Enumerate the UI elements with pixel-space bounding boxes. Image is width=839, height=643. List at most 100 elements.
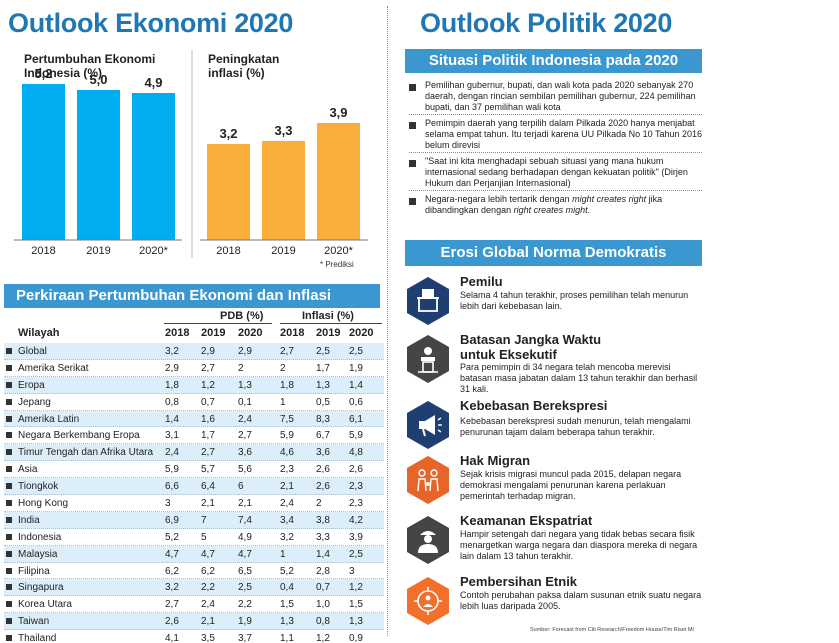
table-row: Eropa 1,8 1,2 1,3 1,8 1,3 1,4 [4,376,384,394]
table-cell: 1,6 [201,413,215,425]
table-cell: 2 [238,362,244,374]
table-cell: 2 [316,498,322,510]
table-row: Malaysia 4,7 4,7 4,7 1 1,4 2,5 [4,545,384,563]
table-cell: 1,2 [349,582,363,594]
table-cell: 3,5 [201,633,215,643]
growth-value-label: 4,9 [144,75,162,90]
table-cell: 2,3 [280,464,294,476]
table-cell: 2,7 [201,362,215,374]
table-cell: 6,4 [201,481,215,493]
table-cell: 2,7 [238,430,252,442]
col-header-inf-2018: 2018 [280,327,305,339]
pdb-group-line [164,323,272,324]
inflation-group-line [280,323,382,324]
table-cell: 1,9 [349,362,363,374]
row-bullet [6,635,12,642]
region-name: Tiongkok [18,481,59,493]
table-cell: 2,1 [201,498,215,510]
table-cell: 0,5 [316,396,330,408]
table-body: Global 3,2 2,9 2,9 2,7 2,5 2,5 Amerika Serikat 2… [4,343,384,643]
table-cell: 0,7 [316,582,330,594]
bullet-square [409,198,416,205]
row-bullet [6,415,12,422]
table-cell: 1,7 [316,362,330,374]
situation-banner: Situasi Politik Indonesia pada 2020 [405,49,702,73]
inflation-category-label: 2018 [216,245,240,257]
region-name: Malaysia [18,548,58,560]
table-cell: 1,8 [165,379,179,391]
region-name: Timur Tengah dan Afrika Utara [18,447,154,459]
table-cell: 6,7 [316,430,330,442]
table-cell: 2,2 [201,582,215,594]
table-row: Asia 5,9 5,7 5,6 2,3 2,6 2,6 [4,461,384,479]
table-cell: 2,6 [316,464,330,476]
row-bullet [6,516,12,523]
inflation-group-header: Inflasi (%) [302,310,354,322]
separator [409,152,702,153]
region-name: India [18,514,40,526]
growth-bar [22,84,65,240]
inflation-category-label: 2019 [271,245,295,257]
growth-value-label: 5,0 [89,72,107,87]
table-row: Jepang 0,8 0,7 0,1 1 0,5 0,6 [4,394,384,411]
table-cell: 3,1 [165,430,179,442]
erosion-item-migrant: Hak Migran Sejak krisis migrasi muncul p… [406,453,706,515]
row-bullet [6,584,12,591]
erosion-item-election: Pemilu Selama 4 tahun terakhir, proses p… [406,274,706,336]
region-name: Eropa [18,379,45,391]
politics-title: Outlook Politik 2020 [420,8,673,38]
table-cell: 5,6 [238,464,252,476]
erosion-item-expatriate: Keamanan Ekspatriat Hampir setengah dari… [406,513,706,575]
table-cell: 1,3 [316,379,330,391]
table-cell: 6,9 [165,514,179,526]
table-cell: 0,8 [316,616,330,628]
inflation-bar [262,141,305,240]
table-cell: 2,6 [165,616,179,628]
col-header-pdb-2020: 2020 [238,327,263,339]
table-row: Hong Kong 3 2,1 2,1 2,4 2 2,3 [4,495,384,512]
table-cell: 2,5 [316,346,330,357]
table-cell: 1,0 [316,599,330,611]
table-cell: 3,2 [280,531,294,543]
col-header-inf-2020: 2020 [349,327,374,339]
inflation-category-label: 2020* [324,245,353,257]
row-bullet [6,483,12,490]
table-cell: 4,8 [349,447,363,459]
table-cell: 2,9 [165,362,179,374]
row-bullet [6,398,12,405]
table-cell: 7 [201,514,207,526]
table-cell: 2,1 [201,616,215,628]
table-row: Amerika Latin 1,4 1,6 2,4 7,5 8,3 6,1 [4,410,384,428]
podium-speaker-icon [407,335,449,383]
table-cell: 4,9 [238,531,252,543]
col-header-pdb-2018: 2018 [165,327,190,339]
table-cell: 2,1 [238,498,252,510]
table-cell: 4,1 [165,633,179,643]
table-row: Negara Berkembang Eropa 3,1 1,7 2,7 5,9 6,7 5,… [4,427,384,445]
table-cell: 1,4 [349,379,363,391]
table-row: Filipina 6,2 6,2 6,5 5,2 2,8 3 [4,563,384,580]
region-name: Hong Kong [18,498,69,510]
table-cell: 7,5 [280,413,294,425]
table-cell: 3,6 [316,447,330,459]
table-cell: 1,3 [238,379,252,391]
region-name: Amerika Latin [18,413,80,425]
table-cell: 3,6 [238,447,252,459]
column-divider [387,6,388,636]
region-name: Asia [18,464,38,476]
pdb-group-header: PDB (%) [220,310,264,322]
situation-item: Pemilihan gubernur, bupati, dan wali kot… [409,80,705,113]
table-cell: 2,1 [280,481,294,493]
region-name: Korea Utara [18,599,72,611]
table-cell: 2,9 [238,346,252,357]
table-row: Indonesia 5,2 5 4,9 3,2 3,3 3,9 [4,529,384,546]
table-cell: 1,8 [280,379,294,391]
inflation-bar [207,144,250,240]
table-cell: 0,7 [201,396,215,408]
region-name: Amerika Serikat [18,362,89,374]
economy-title: Outlook Ekonomi 2020 [8,8,294,38]
table-cell: 2,5 [349,346,363,357]
table-cell: 5,2 [280,565,294,577]
row-bullet [6,533,12,540]
table-cell: 2 [280,362,286,374]
